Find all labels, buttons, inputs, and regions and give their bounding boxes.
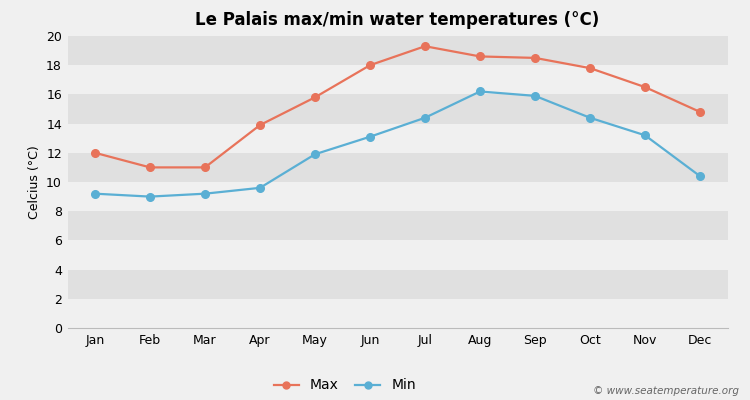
Bar	[68, 65, 728, 94]
Bar	[68, 270, 728, 299]
Max	[310, 95, 320, 100]
Max	[530, 56, 539, 60]
Title: Le Palais max/min water temperatures (°C): Le Palais max/min water temperatures (°C…	[195, 11, 600, 29]
Bar	[68, 211, 728, 240]
Min	[640, 133, 650, 138]
Max	[640, 85, 650, 90]
Max	[365, 63, 374, 68]
Bar	[68, 124, 728, 153]
Min	[146, 194, 154, 199]
Max	[421, 44, 430, 49]
Max	[256, 123, 265, 128]
Y-axis label: Celcius (°C): Celcius (°C)	[28, 145, 40, 219]
Bar	[68, 36, 728, 65]
Bar	[68, 94, 728, 124]
Min	[91, 191, 100, 196]
Bar	[68, 153, 728, 182]
Min	[421, 115, 430, 120]
Max	[695, 110, 704, 114]
Legend: Max, Min: Max, Min	[268, 373, 422, 398]
Max	[91, 150, 100, 155]
Min	[365, 134, 374, 139]
Min	[530, 94, 539, 98]
Max	[146, 165, 154, 170]
Min	[256, 186, 265, 190]
Min	[586, 115, 595, 120]
Min	[200, 191, 209, 196]
Line: Min: Min	[92, 88, 704, 200]
Max	[476, 54, 484, 59]
Bar	[68, 182, 728, 211]
Min	[476, 89, 484, 94]
Max	[200, 165, 209, 170]
Bar	[68, 240, 728, 270]
Text: © www.seatemperature.org: © www.seatemperature.org	[592, 386, 739, 396]
Min	[310, 152, 320, 157]
Max	[586, 66, 595, 70]
Bar	[68, 299, 728, 328]
Min	[695, 174, 704, 178]
Line: Max: Max	[92, 42, 704, 171]
